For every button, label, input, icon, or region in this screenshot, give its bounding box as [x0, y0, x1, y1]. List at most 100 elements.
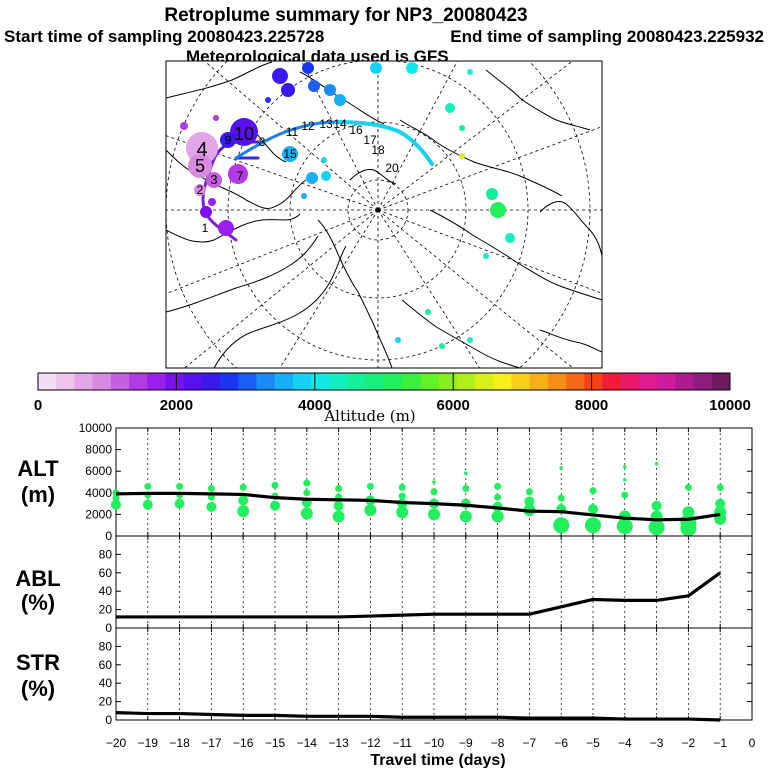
colorbar-cell: [620, 373, 640, 390]
altitude-cluster-point: [238, 495, 249, 506]
plume-circles: [180, 62, 515, 349]
colorbar-cell: [129, 373, 148, 390]
colorbar-cell: [165, 373, 185, 390]
x-tick-label: −7: [523, 736, 537, 750]
colorbar-cell: [274, 373, 294, 390]
altitude-cluster-point: [623, 478, 627, 482]
plume-circle: [467, 337, 473, 343]
altitude-cluster-point: [588, 504, 598, 514]
start-time-text: Start time of sampling 20080423.225728: [4, 27, 324, 46]
plume-label: 16: [349, 123, 363, 137]
y-tick-label: 6000: [85, 464, 112, 478]
altitude-cluster-point: [559, 466, 563, 470]
plume-circle: [467, 69, 473, 75]
plume-circle: [306, 172, 318, 184]
colorbar-cell: [675, 373, 695, 390]
colorbar-cell: [547, 373, 567, 390]
figure-title: Retroplume summary for NP3_20080423: [164, 5, 527, 26]
colorbar-tick-label: 8000: [575, 397, 608, 414]
altitude-cluster-point: [271, 481, 279, 489]
plume-circle: [213, 115, 219, 121]
altitude-cluster-point: [462, 484, 470, 492]
altitude-cluster-point: [270, 500, 280, 511]
plume-label: 7: [237, 169, 244, 183]
plume-label: 18: [371, 143, 385, 157]
plume-circle: [220, 132, 236, 148]
colorbar-cell: [201, 373, 221, 390]
x-tick-label: −2: [682, 736, 696, 750]
plume-day-labels: 4 5 3 2 1 7 10 9 8 11 12 13 14 15 16 17 …: [195, 117, 399, 235]
plume-circle: [490, 202, 506, 218]
colorbar-cell: [292, 373, 312, 390]
x-tick-label: −9: [459, 736, 473, 750]
y-tick-label: 0: [105, 713, 112, 727]
colorbar-cell: [511, 373, 531, 390]
altitude-cluster-point: [494, 482, 502, 490]
altitude-cluster-point: [716, 483, 724, 491]
altitude-cluster-point: [525, 488, 533, 496]
plume-label: 5: [195, 156, 205, 176]
x-axis-title: Travel time (days): [370, 752, 505, 768]
colorbar-cell: [220, 373, 239, 390]
colorbar-cell: [38, 373, 57, 390]
altitude-cluster-point: [333, 500, 344, 511]
x-tick-label: −13: [328, 736, 349, 750]
plume-label: 14: [333, 117, 347, 131]
plume-circle: [194, 184, 206, 196]
colorbar-cell: [365, 373, 385, 390]
plume-label: 8: [259, 135, 266, 149]
plume-circle: [206, 172, 222, 188]
x-tick-label: −1: [713, 736, 727, 750]
colorbar-cell: [493, 373, 512, 390]
trajectory-segment: [234, 120, 338, 160]
plume-circle: [218, 220, 234, 236]
altitude-cluster-point: [398, 483, 406, 491]
series-line: [115, 711, 721, 722]
y-tick-label: 40: [99, 584, 113, 598]
altitude-cluster-point: [684, 483, 692, 491]
colorbar-cell: [693, 373, 713, 390]
altitude-cluster-point: [174, 498, 185, 509]
plume-label: 3: [210, 172, 217, 187]
plume-label: 11: [286, 125, 299, 139]
x-tick-label: −18: [169, 736, 190, 750]
plume-circle: [180, 122, 188, 130]
altitude-cluster-point: [616, 518, 633, 535]
plume-label: 13: [319, 117, 333, 131]
panel-alt: 0 2000 4000 6000 8000 10000: [79, 421, 753, 543]
y-tick-label: 20: [99, 695, 113, 709]
altitude-cluster-point: [111, 499, 121, 510]
plume-circle: [395, 337, 401, 343]
plume-circle: [459, 153, 465, 159]
altitude-cluster-point: [237, 505, 250, 518]
colorbar-cell: [566, 373, 585, 390]
str-panel-label: STR: [16, 650, 60, 675]
colorbar-cell: [584, 373, 604, 390]
plume-circle: [483, 253, 489, 259]
y-tick-label: 2000: [85, 507, 112, 521]
colorbar-cell: [238, 373, 258, 390]
altitude-cluster-point: [464, 471, 468, 476]
altitude-cluster-point: [715, 498, 726, 509]
colorbar-tick-label: 4000: [298, 397, 331, 414]
polar-map: 4 5 3 2 1 7 10 9 8 11 12 13 14 15 16 17 …: [165, 60, 603, 369]
colorbar-cell: [529, 373, 549, 390]
plume-label: 2: [197, 183, 204, 197]
colorbar-title: Altitude (m): [323, 407, 415, 425]
y-tick-label: 0: [105, 529, 112, 543]
y-tick-label: 20: [99, 603, 113, 617]
plume-label: 12: [301, 119, 315, 133]
plume-circle: [324, 84, 336, 96]
plume-circle: [308, 80, 320, 92]
altitude-cluster-point: [366, 482, 374, 490]
altitude-cluster-point: [396, 506, 409, 519]
plume-label: 9: [225, 133, 232, 147]
colorbar-tick-label: 10000: [709, 397, 751, 414]
y-tick-label: 80: [99, 639, 113, 653]
colorbar-cell: [329, 373, 349, 390]
altitude-cluster-point: [398, 492, 406, 500]
altitude-cluster-point: [654, 461, 659, 466]
colorbar-tick-label: 6000: [437, 397, 470, 414]
